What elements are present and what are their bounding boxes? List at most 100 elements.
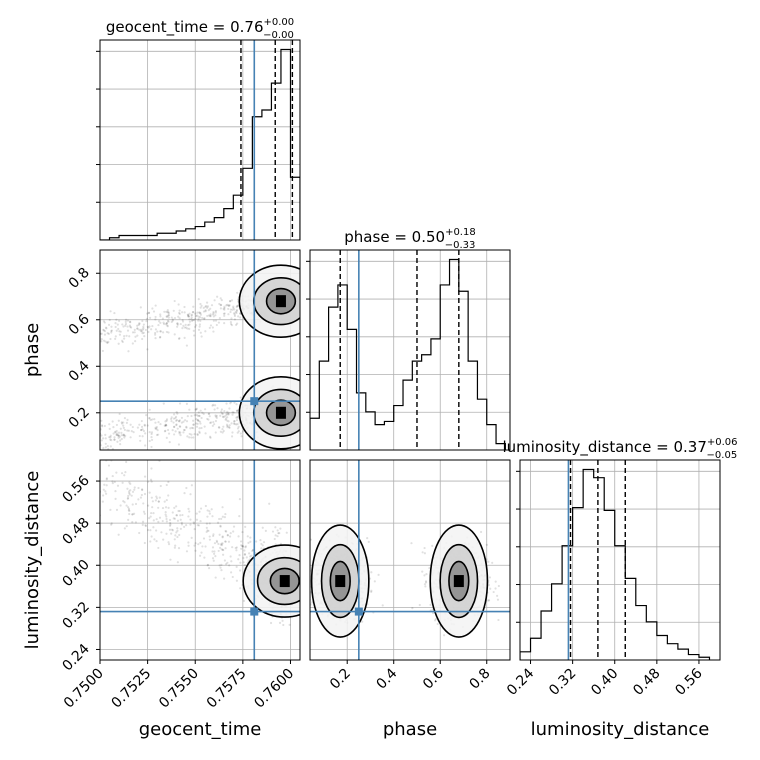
sample-point (224, 512, 227, 516)
sample-point (133, 331, 136, 334)
sample-point (102, 447, 105, 450)
sample-point (232, 525, 236, 528)
sample-point (224, 547, 227, 550)
sample-point (166, 319, 170, 322)
sample-point (189, 427, 192, 430)
sample-point (188, 327, 191, 330)
sample-point (150, 467, 153, 470)
sample-point (248, 552, 251, 555)
sample-point (165, 520, 168, 523)
sample-point (92, 514, 94, 516)
sample-point (94, 326, 96, 328)
sample-point (196, 419, 199, 422)
sample-point (131, 331, 135, 334)
sample-point (146, 480, 150, 483)
sample-point (103, 330, 107, 333)
sample-point (278, 531, 281, 535)
sample-point (114, 490, 117, 493)
sample-point (147, 311, 151, 314)
sample-point (140, 488, 144, 491)
sample-point (224, 530, 228, 533)
sample-point (123, 436, 126, 439)
sample-point (178, 337, 181, 340)
sample-point (162, 321, 165, 324)
sample-point (235, 409, 239, 412)
sample-point (114, 335, 117, 338)
sample-point (190, 433, 193, 436)
sample-point (159, 321, 162, 325)
sample-point (106, 444, 109, 448)
sample-point (214, 415, 218, 418)
sample-point (172, 421, 175, 424)
sample-point (148, 491, 151, 494)
sample-point (233, 308, 236, 311)
sample-point (228, 426, 231, 429)
tick-label-luminosity_distance: 0.32 (59, 599, 92, 632)
sample-point (141, 332, 144, 335)
sample-point (206, 509, 209, 512)
sample-point (96, 440, 98, 442)
sample-point (216, 295, 219, 298)
sample-point (142, 510, 146, 513)
sample-point (177, 509, 180, 513)
sample-point (145, 317, 148, 320)
sample-point (381, 604, 384, 607)
sample-point (128, 320, 132, 323)
sample-point (220, 569, 223, 572)
sample-point (152, 519, 155, 522)
sample-point (188, 436, 191, 439)
sample-point (191, 318, 194, 322)
sample-point (442, 634, 446, 637)
sample-point (138, 531, 141, 535)
sample-point (233, 401, 236, 404)
sample-point (152, 310, 156, 313)
sample-point (199, 319, 202, 323)
panel-frame (99, 39, 301, 241)
sample-point (175, 423, 178, 427)
sample-point (126, 418, 129, 421)
sample-point (433, 619, 437, 622)
sample-point (181, 513, 184, 517)
sample-point (164, 420, 167, 423)
sample-point (233, 314, 237, 318)
sample-point (221, 515, 224, 518)
sample-point (170, 532, 173, 535)
sample-point (157, 520, 160, 523)
sample-point (196, 433, 199, 437)
sample-point (237, 425, 240, 428)
sample-point (214, 554, 217, 558)
sample-point (148, 516, 151, 520)
sample-point (131, 503, 134, 506)
sample-point (227, 420, 230, 423)
sample-point (100, 419, 103, 422)
sample-point (159, 330, 162, 333)
sample-point (196, 422, 199, 425)
sample-point (491, 561, 494, 564)
sample-point (223, 322, 226, 325)
sample-point (172, 417, 176, 420)
sample-point (182, 420, 185, 423)
sample-point (177, 303, 180, 306)
axis-label-luminosity_distance: luminosity_distance (22, 471, 43, 650)
sample-point (154, 336, 157, 340)
sample-point (211, 550, 214, 553)
sample-point (497, 584, 500, 588)
hist-panel-geocent_time: geocent_time = 0.76+0.00 −0.00 (96, 17, 301, 241)
sample-point (224, 540, 227, 543)
sample-point (494, 587, 497, 590)
sample-point (178, 432, 181, 435)
panel-frame (519, 459, 721, 661)
sample-point (218, 426, 221, 429)
sample-point (208, 535, 211, 538)
sample-point (224, 529, 227, 533)
sample-point (150, 328, 153, 331)
sample-point (190, 318, 193, 321)
sample-point (164, 323, 168, 326)
sample-point (137, 323, 140, 327)
sample-point (249, 540, 252, 543)
panel-title-phase: phase = 0.50+0.18 −0.33 (344, 227, 475, 251)
sample-point (106, 341, 109, 344)
sample-point (150, 480, 153, 483)
sample-point (165, 498, 168, 502)
sample-point (370, 589, 373, 592)
